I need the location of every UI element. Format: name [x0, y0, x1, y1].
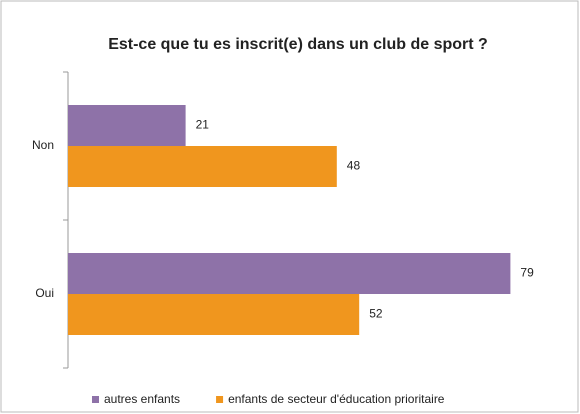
chart-title: Est-ce que tu es inscrit(e) dans un club… [108, 36, 488, 53]
bar [68, 294, 360, 335]
legend-swatch [216, 396, 224, 403]
data-label: 48 [347, 159, 361, 173]
data-label: 52 [369, 307, 383, 321]
data-label: 79 [520, 266, 534, 280]
data-label: 21 [196, 118, 210, 132]
bar [68, 146, 337, 187]
bar [68, 253, 511, 294]
y-tick-label: Oui [35, 286, 54, 300]
legend-swatch [92, 396, 99, 403]
y-tick-label: Non [32, 138, 54, 152]
legend-label: enfants de secteur d'éducation prioritai… [228, 392, 445, 406]
legend-label: autres enfants [104, 392, 180, 406]
bar [68, 105, 186, 146]
